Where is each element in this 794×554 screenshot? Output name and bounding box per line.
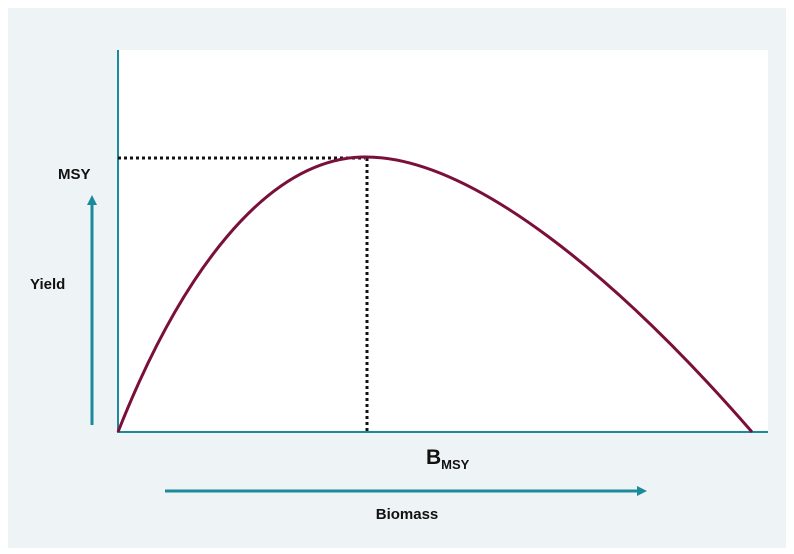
msy-label: MSY: [58, 166, 91, 183]
biomass-label: Biomass: [376, 506, 439, 523]
yield-label: Yield: [30, 276, 65, 293]
bmsy-subscript: MSY: [441, 457, 470, 472]
plot-area: [118, 50, 768, 432]
yield-curve: [116, 155, 754, 433]
bmsy-label: BMSY: [426, 446, 470, 472]
bmsy-main: B: [426, 446, 441, 469]
